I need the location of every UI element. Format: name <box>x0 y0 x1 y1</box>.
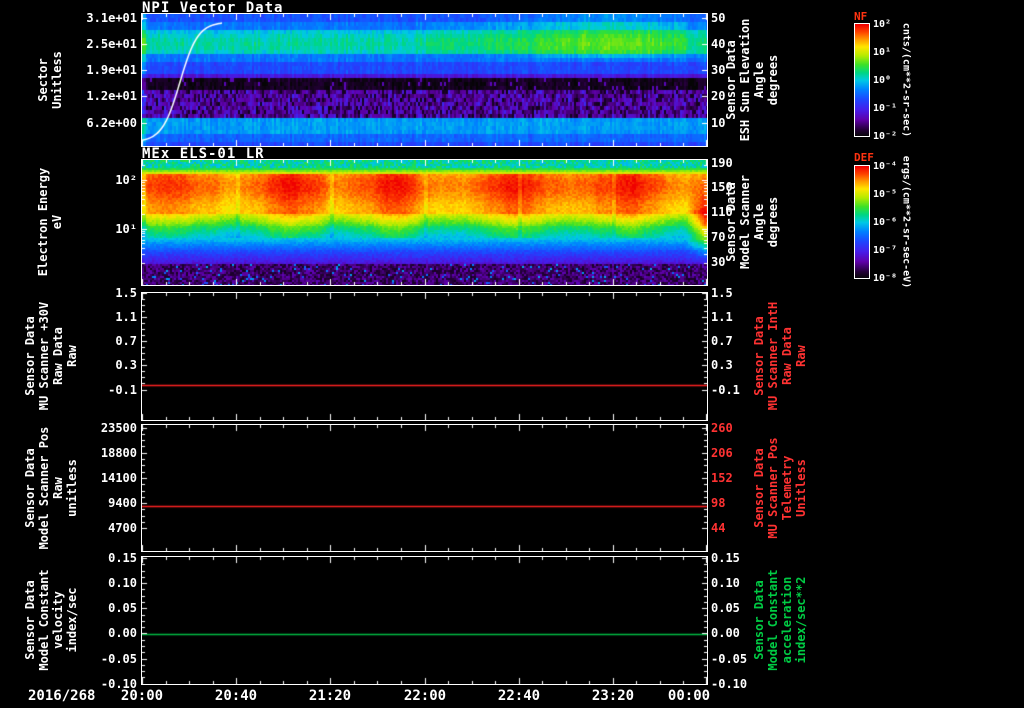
axis-tick-label: 10² <box>115 173 137 187</box>
x-axis-tick-label: 22:40 <box>497 688 541 704</box>
x-axis-tick-label: 00:00 <box>667 688 711 704</box>
axis-tick-label: 0.7 <box>115 334 137 349</box>
panel4-y-axis-label: Sensor Data Model Scanner Pos Raw unitle… <box>23 426 79 550</box>
axis-tick-label: 98 <box>711 496 726 511</box>
colorbar-tick-label: 10⁻⁸ <box>873 273 898 284</box>
panel1-title: NPI Vector Data <box>142 0 284 16</box>
axis-tick-label: 14100 <box>100 470 137 485</box>
x-axis-tick-label: 23:20 <box>591 688 635 704</box>
axis-tick-label: 0.00 <box>108 626 137 641</box>
axis-tick-label: 0.15 <box>108 551 137 566</box>
x-axis-date-label: 2016/268 <box>28 688 96 704</box>
colorbar-tick-label: 10⁻⁴ <box>873 161 898 172</box>
axis-tick-label: 23500 <box>100 420 137 435</box>
colorbar-tick-label: 10⁻¹ <box>873 103 898 114</box>
model-constant-canvas <box>142 557 707 684</box>
panel5-y-axis-label: Sensor Data Model Constant velocity inde… <box>23 569 79 671</box>
axis-tick-label: -0.1 <box>108 382 137 397</box>
colorbar-tick-label: 10⁻⁷ <box>873 245 898 256</box>
axis-tick-label: -0.05 <box>100 651 137 666</box>
axis-tick-label: 190 <box>711 155 733 170</box>
panel2-title: MEx ELS-01 LR <box>142 146 265 162</box>
axis-tick-label: 206 <box>711 445 733 460</box>
axis-tick-label: 50 <box>711 10 726 25</box>
axis-tick-label: 0.00 <box>711 626 740 641</box>
axis-tick-label: 0.3 <box>711 358 733 373</box>
def-colorbar-title: DEF <box>854 151 874 164</box>
panel1-right-axis-label: Sensor Data ESH Sun Elevation Angle degr… <box>724 18 780 142</box>
colorbar-tick-label: 10² <box>873 19 892 30</box>
axis-tick-label: 70 <box>711 229 726 244</box>
scanner-pos-panel <box>141 424 708 552</box>
axis-tick-label: 2.5e+01 <box>86 37 137 52</box>
axis-tick-label: 110 <box>711 205 733 219</box>
nf-colorbar-gradient <box>855 24 869 136</box>
def-colorbar-units-label: ergs/(cm**2-sr-sec-eV) <box>900 155 912 289</box>
panel3-y-axis-label: Sensor Data MU Scanner +30V Raw Data Raw <box>23 301 79 411</box>
axis-tick-label: 18800 <box>100 445 137 460</box>
def-colorbar-gradient <box>855 166 869 278</box>
axis-tick-label: 3.1e+01 <box>86 10 137 25</box>
axis-tick-label: 0.05 <box>711 601 740 616</box>
els-spectrogram-panel <box>141 159 708 286</box>
axis-tick-label: 20 <box>711 89 726 104</box>
axis-tick-label: 260 <box>711 420 733 435</box>
axis-tick-label: -0.05 <box>711 651 748 666</box>
panel1-y-axis-label: Sector Unitless <box>36 51 64 109</box>
axis-tick-label: 30 <box>711 63 726 78</box>
npi-spectrogram-canvas <box>142 14 707 146</box>
scanner-pos-canvas <box>142 425 707 551</box>
els-spectrogram-canvas <box>142 160 707 285</box>
axis-tick-label: 1.2e+01 <box>86 89 137 104</box>
x-axis-tick-label: 20:40 <box>214 688 258 704</box>
x-axis-tick-label: 21:20 <box>308 688 352 704</box>
axis-tick-label: 0.15 <box>711 551 740 566</box>
axis-tick-label: 1.5 <box>711 286 733 300</box>
axis-tick-label: 150 <box>711 180 733 195</box>
colorbar-tick-label: 10⁰ <box>873 75 892 86</box>
axis-tick-label: 6.2e+00 <box>86 115 137 130</box>
axis-tick-label: 30 <box>711 254 726 269</box>
axis-tick-label: 0.10 <box>108 576 137 591</box>
axis-tick-label: 0.7 <box>711 334 733 349</box>
colorbar-tick-label: 10⁻² <box>873 131 898 142</box>
mu-scanner-30v-canvas <box>142 293 707 420</box>
axis-tick-label: 10¹ <box>115 221 137 236</box>
axis-tick-label: 10 <box>711 115 726 130</box>
axis-tick-label: -0.10 <box>711 676 748 691</box>
axis-tick-label: 1.1 <box>711 310 733 325</box>
colorbar-tick-label: 10¹ <box>873 47 892 58</box>
mu-scanner-30v-panel <box>141 292 708 421</box>
panel4-right-axis-label: Sensor Data MU Scanner Pos Telemetry Uni… <box>752 437 808 539</box>
x-axis-tick-label: 22:00 <box>403 688 447 704</box>
nf-colorbar-title: NF <box>854 10 868 23</box>
axis-tick-label: 44 <box>711 521 726 536</box>
panel2-y-axis-label: Electron Energy eV <box>36 167 64 277</box>
def-colorbar <box>854 165 870 279</box>
axis-tick-label: 9400 <box>108 496 137 511</box>
axis-tick-label: 1.5 <box>115 286 137 300</box>
nf-colorbar <box>854 23 870 137</box>
axis-tick-label: -0.1 <box>711 382 740 397</box>
colorbar-tick-label: 10⁻⁵ <box>873 189 898 200</box>
axis-tick-label: 40 <box>711 37 726 52</box>
axis-tick-label: 4700 <box>108 521 137 536</box>
axis-tick-label: 1.1 <box>115 310 137 325</box>
axis-tick-label: -0.10 <box>100 676 137 691</box>
axis-tick-label: 1.9e+01 <box>86 63 137 78</box>
axis-tick-label: 0.3 <box>115 358 137 373</box>
x-axis-tick-label: 20:00 <box>120 688 164 704</box>
colorbar-tick-label: 10⁻⁶ <box>873 217 898 228</box>
npi-spectrogram-panel <box>141 13 708 147</box>
axis-tick-label: 0.05 <box>108 601 137 616</box>
axis-tick-label: 0.10 <box>711 576 740 591</box>
nf-colorbar-units-label: cnts/(cm**2-sr-sec) <box>900 22 912 138</box>
model-constant-panel <box>141 556 708 685</box>
panel5-right-axis-label: Sensor Data Model Constant acceleration … <box>752 569 808 671</box>
axis-tick-label: 152 <box>711 470 733 485</box>
panel3-right-axis-label: Sensor Data MU Scanner IntH Raw Data Raw <box>752 301 808 411</box>
